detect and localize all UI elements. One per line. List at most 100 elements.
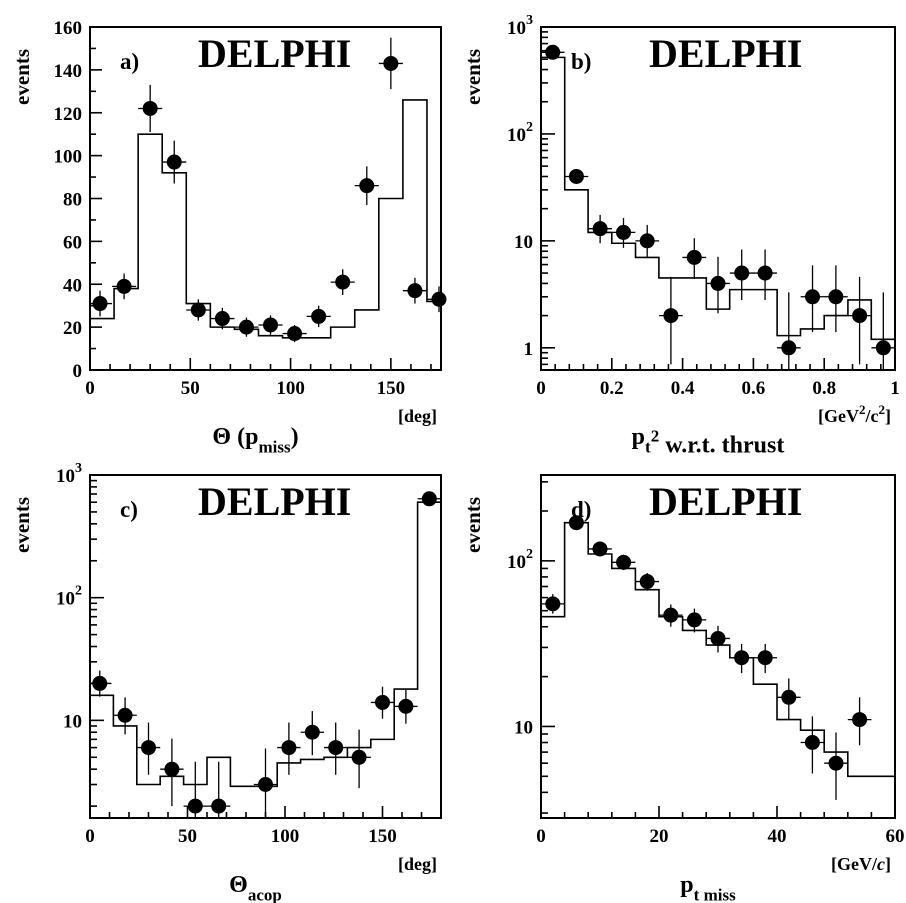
label-part: 2: [859, 402, 866, 417]
label-part: [deg]: [398, 854, 437, 874]
y-axis-label: events: [10, 497, 34, 553]
y-axis-label: events: [461, 49, 485, 105]
data-point: [328, 740, 344, 756]
data-point: [116, 278, 132, 294]
data-point: [545, 44, 561, 60]
x-tick-label: 0: [85, 826, 95, 847]
data-point: [828, 289, 844, 305]
data-point: [828, 755, 844, 771]
data-point: [92, 675, 108, 691]
data-point: [304, 724, 320, 740]
label-part: t miss: [694, 885, 736, 903]
x-tick-label: 150: [368, 826, 397, 847]
experiment-name: DELPHI: [198, 31, 351, 76]
y-tick-exponent: 3: [75, 461, 82, 476]
y-tick-label: 10: [514, 232, 533, 253]
data-point: [190, 302, 206, 318]
data-point: [421, 491, 437, 507]
x-tick-label: 0: [85, 378, 95, 399]
data-point: [375, 694, 390, 710]
data-point: [804, 735, 820, 751]
x-tick-label: 150: [377, 378, 406, 399]
y-axis-label: events: [461, 497, 485, 553]
label-part: ]: [885, 406, 891, 426]
data-point: [757, 265, 773, 281]
y-tick-label: 102: [56, 584, 82, 610]
panel-letter: b): [571, 49, 591, 74]
data-point: [852, 308, 868, 324]
data-point: [757, 650, 773, 666]
data-point: [781, 340, 797, 356]
y-tick-label: 1: [524, 339, 534, 360]
data-point: [615, 224, 631, 240]
data-point: [568, 168, 584, 184]
data-point: [639, 574, 655, 590]
y-tick-label: 0: [73, 361, 83, 382]
experiment-name: DELPHI: [649, 31, 802, 76]
y-tick-exponent: 2: [526, 547, 533, 562]
x-tick-label: 0.6: [742, 378, 766, 399]
label-part: acop: [248, 885, 282, 903]
data-point: [335, 274, 351, 290]
y-tick-label: 120: [54, 104, 83, 125]
label-part: ]: [885, 854, 891, 874]
label-part: p: [632, 424, 645, 450]
experiment-name: DELPHI: [198, 479, 351, 524]
y-tick-exponent: 2: [526, 120, 533, 135]
x-tick-label: 50: [181, 378, 200, 399]
label-part: 2: [879, 402, 886, 417]
plot-frame: [540, 26, 896, 371]
x-tick-label: 0.2: [600, 378, 624, 399]
plot-frame: [540, 474, 896, 819]
label-part: [GeV: [818, 406, 859, 426]
x-axis-unit: [deg]: [398, 406, 437, 426]
data-point: [92, 296, 108, 312]
data-point: [568, 515, 584, 531]
y-axis-label: events: [10, 49, 34, 105]
y-tick-label: 103: [507, 13, 533, 39]
y-tick-label: 160: [54, 18, 83, 39]
data-point: [164, 761, 180, 777]
label-part: t: [645, 437, 651, 456]
x-tick-label: 50: [178, 826, 197, 847]
x-axis-unit: [GeV2/c2]: [818, 402, 891, 426]
data-point: [142, 100, 158, 116]
data-point: [214, 311, 230, 327]
panel-a: 0 50 100 150 0 20 40 60 80 100 120 140 160 events a) DE…: [10, 18, 447, 456]
label-part: p: [680, 872, 693, 898]
data-point: [407, 283, 423, 299]
y-tick-label: 10: [63, 711, 82, 732]
data-point: [311, 308, 327, 324]
data-point: [781, 689, 797, 705]
data-point: [710, 275, 726, 291]
data-point: [616, 554, 632, 570]
data-point: [187, 798, 203, 814]
data-point: [431, 291, 447, 307]
data-point: [639, 233, 655, 249]
data-point: [734, 265, 750, 281]
x-tick-label: 0.4: [671, 378, 695, 399]
data-point: [359, 178, 375, 194]
data-point: [592, 541, 608, 557]
label-part: Θ: [229, 872, 248, 898]
data-point: [710, 630, 726, 646]
data-point: [383, 55, 399, 71]
data-point: [258, 777, 273, 793]
y-tick-label: 100: [54, 147, 83, 168]
data-point: [117, 707, 133, 723]
data-point: [805, 289, 821, 305]
data-point: [663, 607, 679, 623]
data-point: [141, 740, 156, 756]
x-tick-label: 0: [536, 378, 546, 399]
panel-c: 0 50 100 150 10 102 103 events c) DELPHI Θacop [deg…: [10, 461, 442, 903]
data-point: [875, 340, 891, 356]
experiment-name: DELPHI: [649, 479, 802, 524]
data-point: [592, 221, 608, 237]
data-point: [238, 319, 254, 335]
x-tick-label: 0: [536, 826, 546, 847]
x-tick-label: 20: [650, 826, 669, 847]
data-point: [263, 317, 279, 333]
y-tick-label: 80: [63, 190, 82, 211]
data-point: [686, 249, 702, 265]
